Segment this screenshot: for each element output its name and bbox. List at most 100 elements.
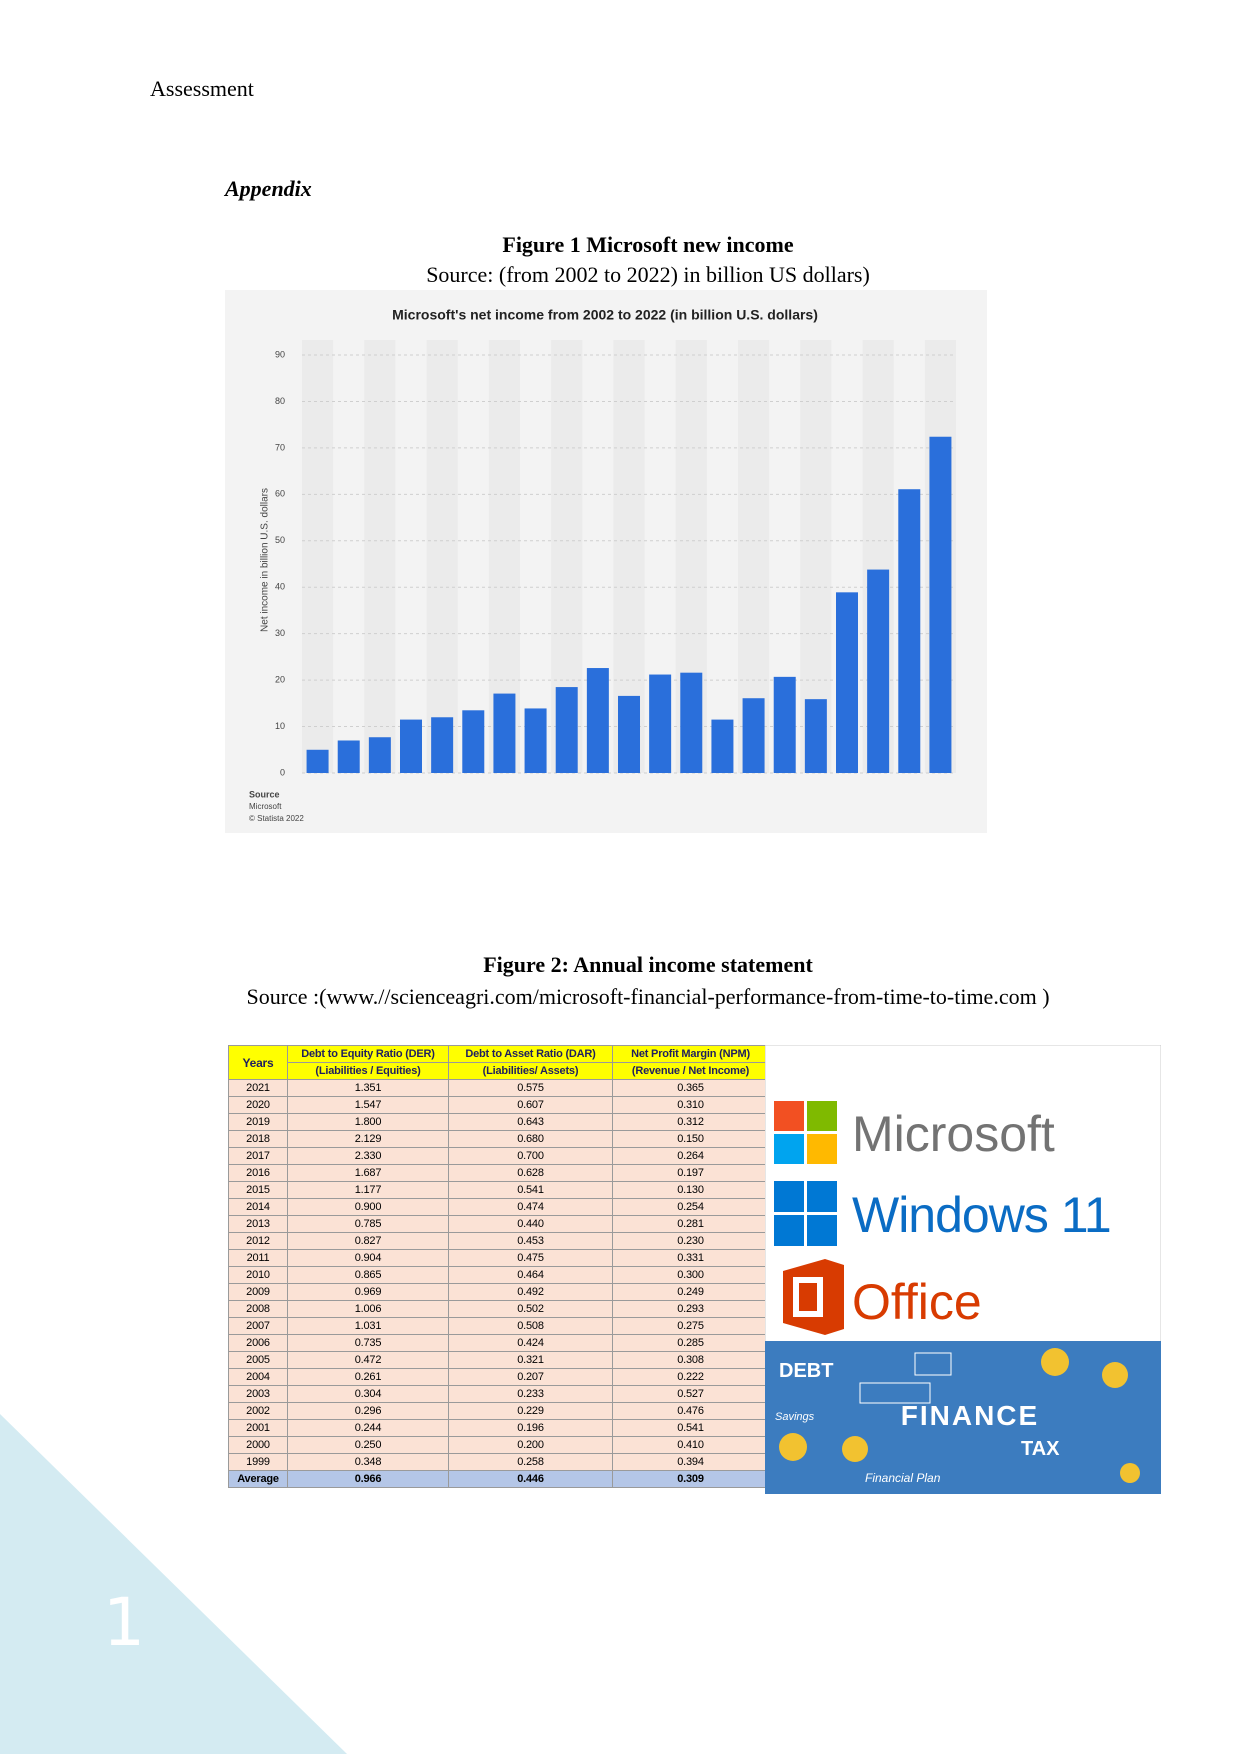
table-cell: 0.527 (612, 1385, 769, 1403)
table-cell: 1.031 (287, 1317, 449, 1335)
table-cell: 2020 (228, 1096, 288, 1114)
bar (898, 489, 921, 773)
table-cell: 0.410 (612, 1436, 769, 1454)
column-stripe (426, 340, 458, 773)
table-cell: 0.446 (448, 1470, 613, 1488)
table-cell: 0.293 (612, 1300, 769, 1318)
table-cell: 2001 (228, 1419, 288, 1437)
table-cell: 2012 (228, 1232, 288, 1250)
table-cell: Average (228, 1470, 288, 1488)
table-cell: 2.129 (287, 1130, 449, 1148)
table-cell: 0.472 (287, 1351, 449, 1369)
bar (306, 749, 329, 773)
logo-text: Microsoft (852, 1106, 1055, 1162)
table-cell: 0.628 (448, 1164, 613, 1182)
bar (400, 719, 422, 773)
table-cell: 2013 (228, 1215, 288, 1233)
column-stripe (302, 340, 334, 773)
table-cell: 0.150 (612, 1130, 769, 1148)
y-tick-label: 40 (275, 582, 285, 592)
bar (524, 708, 547, 773)
chart: Microsoft's net income from 2002 to 2022… (225, 290, 987, 833)
section-heading: Appendix (225, 176, 312, 201)
table-cell: 0.424 (448, 1334, 613, 1352)
table-cell: 0.966 (287, 1470, 449, 1488)
table-cell: 0.475 (448, 1249, 613, 1267)
table-cell: 0.229 (448, 1402, 613, 1420)
y-tick-label: 10 (275, 721, 285, 731)
table-cell: 0.700 (448, 1147, 613, 1165)
table-row: 2020 1.547 0.607 0.310 (228, 1096, 769, 1114)
bar (586, 668, 609, 773)
table-cell: 0.453 (448, 1232, 613, 1250)
table-cell: 0.244 (287, 1419, 449, 1437)
logo-image: Microsoft Windows 11 Office DEBT FINANCE… (765, 1045, 1161, 1494)
table-cell: 1.687 (287, 1164, 449, 1182)
table-cell: Years (228, 1045, 288, 1080)
image-text: FINANCE (901, 1400, 1039, 1431)
table-cell: 2014 (228, 1198, 288, 1216)
table-cell: 0.440 (448, 1215, 613, 1233)
y-tick-label: 90 (275, 349, 285, 359)
table-cell: (Liabilities / Equities) (287, 1062, 449, 1080)
figure-caption: Figure 1 Microsoft new income (502, 232, 794, 257)
table-cell: 2019 (228, 1113, 288, 1131)
chart-title: Microsoft's net income from 2002 to 2022… (392, 307, 818, 323)
table-cell: 0.575 (448, 1079, 613, 1097)
bar (555, 687, 578, 773)
logo-text: Office (852, 1274, 982, 1330)
bar (929, 436, 952, 773)
table-cell: 2006 (228, 1334, 288, 1352)
table-row: 2013 0.785 0.440 0.281 (228, 1215, 769, 1233)
table-cell: 1.351 (287, 1079, 449, 1097)
figure-source: Source :(www.//scienceagri.com/microsoft… (246, 984, 1050, 1009)
bar (337, 740, 360, 773)
table-row: 2021 1.351 0.575 0.365 (228, 1079, 769, 1097)
table-cell: 0.308 (612, 1351, 769, 1369)
table-row: 2018 2.129 0.680 0.150 (228, 1130, 769, 1148)
table-cell: 1999 (228, 1453, 288, 1471)
table-cell: 0.250 (287, 1436, 449, 1454)
table-cell: 0.865 (287, 1266, 449, 1284)
bar (493, 693, 516, 773)
table-row: 2006 0.735 0.424 0.285 (228, 1334, 769, 1352)
table-cell: 0.476 (612, 1402, 769, 1420)
table-cell: 0.969 (287, 1283, 449, 1301)
table-cell: 2003 (228, 1385, 288, 1403)
table-cell: 2011 (228, 1249, 288, 1267)
table-cell: 0.680 (448, 1130, 613, 1148)
table-cell: 0.258 (448, 1453, 613, 1471)
table-row: 2008 1.006 0.502 0.293 (228, 1300, 769, 1318)
table-cell: 0.281 (612, 1215, 769, 1233)
table-row: 2019 1.800 0.643 0.312 (228, 1113, 769, 1131)
table-cell: 2021 (228, 1079, 288, 1097)
table-cell: 1.177 (287, 1181, 449, 1199)
table-cell: 0.309 (612, 1470, 769, 1488)
table-cell: 0.300 (612, 1266, 769, 1284)
y-tick-label: 50 (275, 535, 285, 545)
image-text: TAX (1021, 1438, 1060, 1460)
bar (680, 672, 703, 773)
table-row: 2014 0.900 0.474 0.254 (228, 1198, 769, 1216)
table-cell: 0.735 (287, 1334, 449, 1352)
figure-source: Source: (from 2002 to 2022) in billion U… (426, 262, 870, 287)
table-cell: 0.321 (448, 1351, 613, 1369)
table-row: 2004 0.261 0.207 0.222 (228, 1368, 769, 1386)
table-cell: (Revenue / Net Income) (612, 1062, 769, 1080)
table-cell: 0.275 (612, 1317, 769, 1335)
table-row: (Liabilities / Equities) (Liabilities/ As… (229, 1062, 769, 1080)
table-cell: 2007 (228, 1317, 288, 1335)
table-cell: 0.348 (287, 1453, 449, 1471)
table-cell: 2008 (228, 1300, 288, 1318)
table-cell: 0.607 (448, 1096, 613, 1114)
table-cell: 0.331 (612, 1249, 769, 1267)
table-cell: Debt to Equity Ratio (DER) (287, 1045, 449, 1063)
logo-text: Windows 11 (852, 1187, 1111, 1243)
bar (836, 592, 858, 773)
table-row: 2009 0.969 0.492 0.249 (228, 1283, 769, 1301)
bar (773, 676, 796, 773)
table-cell: 0.233 (448, 1385, 613, 1403)
table-cell: 0.196 (448, 1419, 613, 1437)
table-cell: 0.261 (287, 1368, 449, 1386)
